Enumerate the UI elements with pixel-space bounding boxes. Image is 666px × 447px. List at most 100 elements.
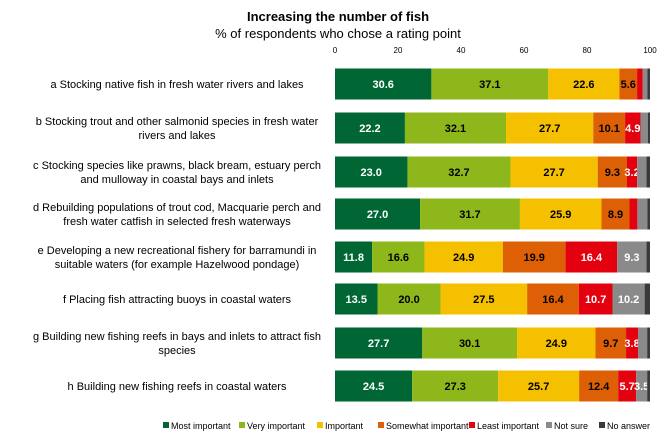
data-label: 37.1	[479, 79, 500, 91]
data-label: 32.1	[445, 123, 466, 135]
data-label: 3.8	[624, 338, 639, 350]
category-label: suitable waters (for example Hazelwood p…	[55, 259, 300, 271]
data-label: 24.5	[363, 381, 384, 393]
bar-segment	[404, 112, 507, 144]
data-label: 16.4	[581, 252, 603, 264]
data-label: 3.2	[624, 167, 639, 179]
bar-segment	[335, 370, 413, 402]
bar-segment	[612, 283, 645, 315]
bar-segment	[618, 370, 637, 402]
data-label: 23.0	[361, 167, 382, 179]
bar-segment	[647, 68, 650, 100]
category-label: fresh water catfish in selected fresh wa…	[63, 216, 291, 228]
category-label: species	[158, 345, 196, 357]
data-label: 9.3	[624, 252, 639, 264]
bar-segment	[335, 198, 421, 230]
legend-label: Somewhat important	[386, 421, 469, 431]
data-label: 30.1	[459, 338, 480, 350]
data-label: 11.8	[343, 252, 364, 264]
bar-segment	[527, 283, 579, 315]
bar-segment	[627, 156, 638, 188]
bar-segment	[517, 327, 596, 359]
data-label: 13.5	[346, 294, 367, 306]
data-label: 22.6	[573, 79, 594, 91]
data-label: 22.2	[359, 123, 380, 135]
legend-label: Very important	[247, 421, 306, 431]
category-label: c Stocking species like prawns, black br…	[33, 160, 321, 172]
data-label: 30.6	[372, 79, 393, 91]
data-label: 4.9	[625, 123, 640, 135]
category-label: a Stocking native fish in fresh water ri…	[50, 79, 304, 91]
data-label: 12.4	[588, 381, 610, 393]
data-label: 27.5	[473, 294, 494, 306]
data-label: 10.1	[598, 123, 619, 135]
x-tick-label: 20	[394, 46, 403, 55]
category-label: h Building new fishing reefs in coastal …	[68, 381, 287, 393]
legend-swatch	[163, 422, 169, 428]
x-tick-label: 80	[583, 46, 592, 55]
legend-swatch	[317, 422, 323, 428]
bar-segment	[578, 283, 613, 315]
bar-segment	[640, 112, 648, 144]
category-label: d Rebuilding populations of trout cod, M…	[33, 202, 321, 214]
data-label: 24.9	[453, 252, 474, 264]
category-label: f Placing fish attracting buoys in coast…	[63, 294, 292, 306]
bar-segment	[637, 156, 647, 188]
data-label: 19.9	[524, 252, 545, 264]
bars: 30.6 37.1 22.6 5.6 22.2 32.1 27.7 10.1 4.9 23.0 32…	[335, 68, 650, 402]
bar-segment	[638, 327, 648, 359]
bar-segment	[647, 112, 650, 144]
data-label: 9.3	[605, 167, 620, 179]
legend-label: Important	[325, 421, 364, 431]
legend-label: Not sure	[554, 421, 588, 431]
bar-segment	[565, 241, 618, 273]
bar-segment	[597, 156, 628, 188]
data-label: 27.7	[368, 338, 389, 350]
bar-segment	[647, 327, 650, 359]
bar-segment	[498, 370, 580, 402]
legend-label: Least important	[477, 421, 540, 431]
bar-segment	[646, 241, 650, 273]
bar-segment	[372, 241, 425, 273]
bar-segment	[510, 156, 598, 188]
data-label: 10.2	[618, 294, 639, 306]
data-label: 27.3	[444, 381, 465, 393]
bar-segment	[595, 327, 627, 359]
bar-segment	[625, 112, 641, 144]
legend: Most important Very important Important Som…	[163, 421, 650, 431]
data-label: 27.7	[543, 167, 564, 179]
data-label: 31.7	[459, 209, 480, 221]
bar-segment	[422, 327, 518, 359]
bar-segment	[519, 198, 602, 230]
legend-label: No answer	[607, 421, 650, 431]
data-label: 25.9	[550, 209, 571, 221]
x-tick-label: 60	[520, 46, 529, 55]
data-label: 32.7	[448, 167, 469, 179]
data-label: 27.7	[539, 123, 560, 135]
data-label: 5.6	[621, 79, 636, 91]
category-label: b Stocking trout and other salmonid spec…	[36, 116, 319, 128]
legend-swatch	[546, 422, 552, 428]
category-label: rivers and lakes	[138, 130, 216, 142]
bar-segment	[420, 198, 520, 230]
x-axis: 0 20 40 60 80 100	[333, 46, 657, 55]
legend-swatch	[239, 422, 245, 428]
bar-segment	[644, 283, 650, 315]
bar-segment	[642, 68, 648, 100]
category-label: e Developing a new recreational fishery …	[38, 245, 317, 257]
bar-segment	[335, 68, 432, 100]
category-label: and mulloway in coastal bays and inlets	[80, 174, 274, 186]
legend-swatch	[599, 422, 605, 428]
x-tick-label: 100	[643, 46, 657, 55]
bar-segment	[440, 283, 528, 315]
bar-segment	[601, 198, 630, 230]
data-label: 8.9	[608, 209, 623, 221]
legend-swatch	[378, 422, 384, 428]
data-label: 3.5	[634, 381, 649, 393]
data-label: 16.4	[542, 294, 564, 306]
data-label: 9.7	[603, 338, 618, 350]
bar-segment	[431, 68, 549, 100]
x-tick-label: 40	[457, 46, 466, 55]
data-label: 27.0	[367, 209, 388, 221]
